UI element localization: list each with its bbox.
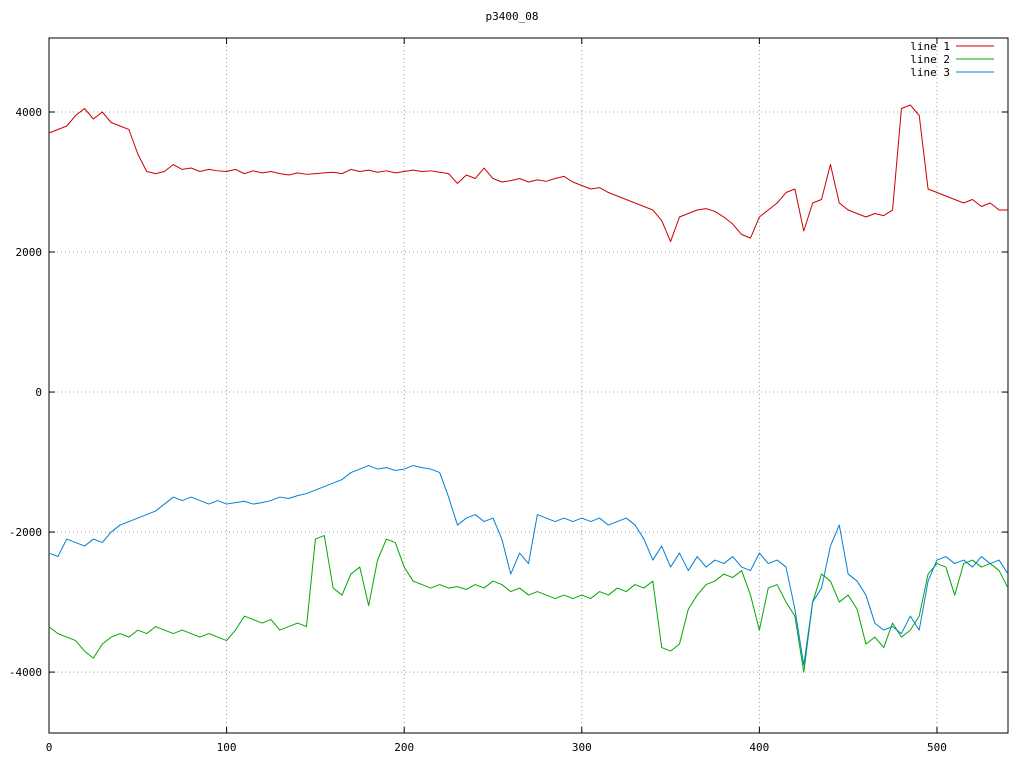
plot-border: [48, 37, 1009, 734]
legend-label: line 3: [910, 66, 950, 79]
series-line-3: [48, 465, 1009, 666]
svg-text:4000: 4000: [16, 106, 43, 119]
series-line-2: [48, 535, 1009, 673]
grid: [48, 38, 1008, 733]
series-line-1: [48, 104, 1008, 243]
svg-text:-4000: -4000: [9, 666, 42, 679]
svg-text:400: 400: [749, 741, 769, 754]
tick-marks: [48, 38, 1008, 733]
svg-text:100: 100: [217, 741, 237, 754]
svg-text:500: 500: [927, 741, 947, 754]
svg-text:0: 0: [46, 741, 53, 754]
y-axis-labels: -4000 -2000 0 2000 4000: [9, 106, 42, 679]
svg-text:300: 300: [572, 741, 592, 754]
x-axis-labels: 0 100 200 300 400 500: [46, 741, 947, 754]
svg-text:-2000: -2000: [9, 526, 42, 539]
chart-title: p3400_08: [485, 10, 539, 23]
svg-text:0: 0: [35, 386, 42, 399]
legend-label: line 2: [910, 53, 950, 66]
svg-text:2000: 2000: [16, 246, 43, 259]
legend-label: line 1: [910, 40, 950, 53]
svg-text:200: 200: [394, 741, 414, 754]
